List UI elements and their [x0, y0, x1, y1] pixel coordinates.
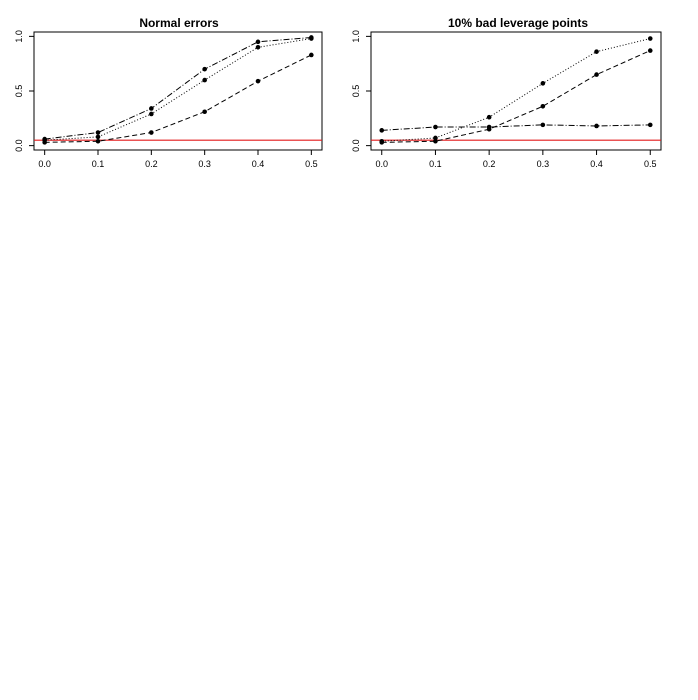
data-point — [540, 81, 546, 86]
y-tick-label: 0.5 — [351, 85, 361, 98]
y-tick-label: 0.5 — [14, 85, 24, 98]
series-line-dashed — [381, 50, 651, 143]
data-point — [486, 124, 492, 130]
x-tick-label: 0.1 — [429, 159, 442, 169]
y-tick-label: 0.0 — [351, 139, 361, 152]
data-point — [379, 128, 385, 133]
x-tick-label: 0.2 — [483, 159, 496, 169]
data-point — [433, 135, 438, 141]
x-tick-label: 0.4 — [252, 159, 265, 169]
series-line-dotted — [44, 38, 312, 141]
x-tick-label: 0.2 — [145, 159, 158, 169]
y-tick-label: 1.0 — [14, 30, 24, 43]
data-point — [202, 109, 207, 115]
data-point — [433, 138, 438, 144]
data-point — [594, 123, 599, 129]
data-point — [647, 122, 653, 128]
data-point — [486, 114, 492, 120]
data-point — [255, 39, 261, 45]
data-point — [309, 35, 314, 40]
series-line-dotdash — [381, 124, 651, 131]
series-line-dotted — [381, 38, 651, 142]
x-tick-label: 0.0 — [38, 159, 51, 169]
y-tick-label: 1.0 — [351, 30, 361, 43]
series-line-dotdash — [44, 36, 312, 140]
series-line-dashed — [44, 54, 312, 143]
data-point — [594, 49, 599, 54]
data-point — [540, 122, 546, 128]
data-point — [255, 78, 261, 84]
data-point — [42, 136, 47, 142]
plot-frame — [33, 31, 323, 151]
data-point — [647, 48, 653, 53]
data-point — [647, 36, 653, 41]
data-point — [255, 44, 261, 50]
plot-frame — [370, 31, 662, 151]
x-tick-label: 0.3 — [537, 159, 550, 169]
data-point — [149, 130, 154, 135]
x-tick-label: 0.0 — [375, 159, 388, 169]
x-tick-label: 0.5 — [644, 159, 657, 169]
chart-title: 10% bad leverage points — [448, 16, 588, 30]
chart-panel-normal-errors: Normal errors 0.0 0.1 0.2 0.3 0.4 0.5 0.0 0.5 1.0 — [14, 16, 323, 169]
data-point — [202, 77, 207, 83]
data-point — [540, 103, 546, 109]
data-point — [309, 52, 314, 58]
chart-panel-bad-leverage: 10% bad leverage points 0.0 0.1 0.2 0.3 0.4 0.… — [351, 16, 662, 169]
data-point — [202, 66, 207, 72]
x-tick-label: 0.1 — [92, 159, 105, 169]
x-tick-label: 0.4 — [590, 159, 603, 169]
x-tick-label: 0.5 — [305, 159, 318, 169]
data-point — [594, 72, 599, 77]
data-point — [95, 138, 101, 144]
chart-title: Normal errors — [139, 16, 219, 30]
data-point — [149, 111, 154, 117]
data-point — [433, 124, 438, 130]
y-tick-label: 0.0 — [14, 139, 24, 152]
data-point — [149, 106, 154, 111]
data-point — [95, 130, 101, 135]
data-point — [95, 134, 101, 140]
x-tick-label: 0.3 — [198, 159, 211, 169]
data-point — [379, 138, 385, 144]
